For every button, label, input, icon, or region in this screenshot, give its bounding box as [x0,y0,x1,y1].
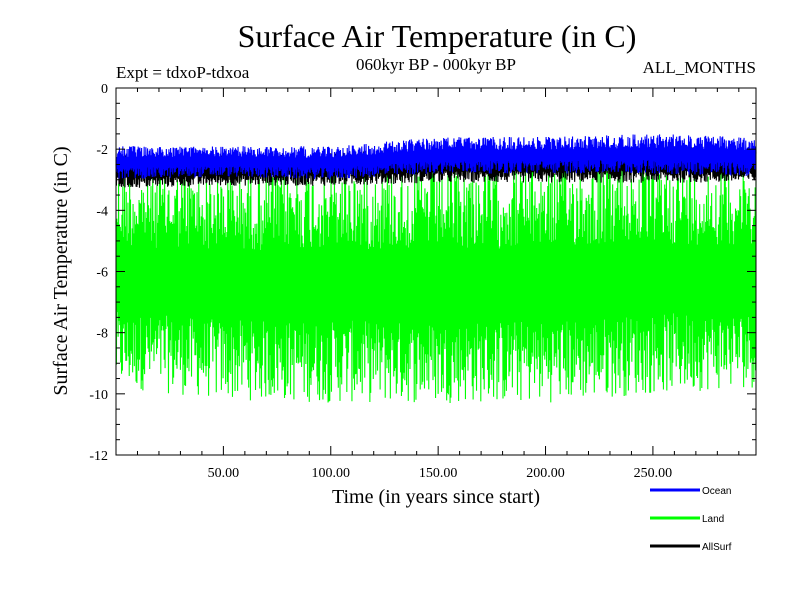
x-axis-label: Time (in years since start) [332,486,540,508]
axes-layer: 0 -2 -4 -6 -8 -10 -12 50.00 100.00 150.00 200.00 25… [89,82,757,481]
legend-label-ocean: Ocean [702,486,731,497]
series-line-ocean [115,134,757,180]
experiment-label: Expt = tdxoP-tdxoa [116,63,250,82]
legend-label-allsurf: AllSurf [702,542,732,553]
y-axis-label: Surface Air Temperature (in C) [50,146,72,395]
x-tick-label: 100.00 [312,466,351,481]
y-tick-label: -12 [89,449,108,464]
period-label: 060kyr BP - 000kyr BP [356,55,516,74]
y-tick-label: -6 [96,266,108,281]
legend: Ocean Land AllSurf [650,486,732,553]
series-layer [115,134,757,403]
months-label: ALL_MONTHS [643,58,756,77]
y-tick-label: -8 [96,327,108,342]
x-tick-label: 50.00 [208,466,240,481]
chart-title: Surface Air Temperature (in C) [238,18,637,54]
x-tick-label: 200.00 [526,466,565,481]
x-tick-label: 150.00 [419,466,458,481]
x-tick-label: 250.00 [634,466,673,481]
y-tick-label: -10 [89,388,108,403]
legend-label-land: Land [702,514,724,525]
y-tick-label: -4 [96,204,108,219]
y-tick-label: 0 [101,82,108,97]
y-tick-label: -2 [96,143,108,158]
series-line-land [115,164,757,403]
